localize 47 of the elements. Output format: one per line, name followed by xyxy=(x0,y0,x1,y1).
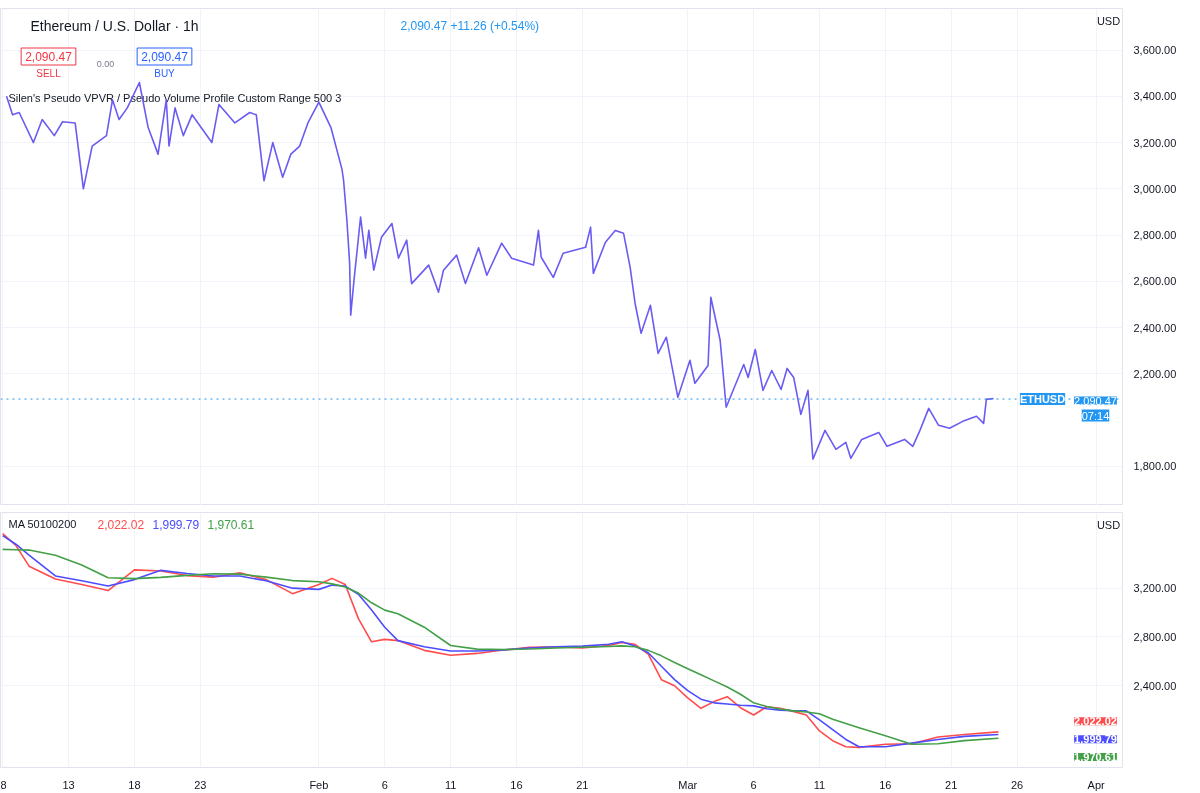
y-tick-label: 3,000.00 xyxy=(1133,182,1177,195)
annotation: 07:14 xyxy=(1081,409,1110,422)
y-tick-label: 3,200.00 xyxy=(1133,582,1177,595)
annotation: 0.00 xyxy=(96,58,115,69)
annotation: 2,090.47 xyxy=(141,50,189,64)
annotation: 2,090.47 xyxy=(25,50,73,64)
annotation: 1,970.61 xyxy=(207,517,255,532)
x-tick-label: 16 xyxy=(510,778,523,791)
x-tick-label: 6 xyxy=(381,778,388,791)
ref-line-label: ETHUSD xyxy=(1019,393,1066,406)
text: Ethereum / U.S. Dollar · 1h xyxy=(30,17,199,34)
annotation: 1,999.79 xyxy=(1074,733,1117,746)
x-tick-label: Feb xyxy=(309,778,329,791)
x-tick-label: 11 xyxy=(813,778,826,791)
y-tick-label: 1,800.00 xyxy=(1133,460,1177,473)
x-tick-label: 6 xyxy=(750,778,757,791)
y-axis-title: USD xyxy=(1096,14,1121,27)
annotation: 1,999.79 xyxy=(152,517,200,532)
y-tick-label: 3,200.00 xyxy=(1133,136,1177,149)
x-tick-label: 21 xyxy=(576,778,589,791)
annotation: 2,090.47 xyxy=(1074,394,1117,407)
x-tick-label: Mar xyxy=(678,778,698,791)
x-tick-label: 26 xyxy=(1010,778,1024,791)
x-tick-label: 13 xyxy=(62,778,75,791)
y-tick-label: 2,800.00 xyxy=(1133,229,1177,242)
x-tick-label: Apr xyxy=(1087,778,1106,791)
y-tick-label: 2,800.00 xyxy=(1133,630,1177,643)
text: 2,090.47 +11.26 (+0.54%) xyxy=(400,18,540,33)
x-tick-label: 16 xyxy=(879,778,892,791)
y-tick-label: 2,200.00 xyxy=(1133,367,1177,380)
x-tick-label: 8 xyxy=(0,778,7,791)
x-tick-label: 23 xyxy=(194,778,207,791)
y-tick-label: 2,400.00 xyxy=(1133,321,1177,334)
y-tick-label: 2,600.00 xyxy=(1133,275,1177,288)
annotation: 1,970.61 xyxy=(1074,751,1117,764)
annotation: SELL xyxy=(36,68,62,79)
y-tick-label: 3,400.00 xyxy=(1133,90,1177,103)
annotation: BUY xyxy=(154,68,176,79)
y-axis-title: USD xyxy=(1096,519,1121,532)
annotation: 2,022.02 xyxy=(97,517,145,532)
x-tick-label: 21 xyxy=(945,778,958,791)
annotation: 2,022.02 xyxy=(1074,715,1117,728)
x-tick-label: 18 xyxy=(128,778,141,791)
y-tick-label: 3,600.00 xyxy=(1133,44,1177,57)
y-tick-label: 2,400.00 xyxy=(1133,679,1177,692)
annotation: MA 50100200 xyxy=(8,518,77,531)
x-tick-label: 11 xyxy=(444,778,457,791)
